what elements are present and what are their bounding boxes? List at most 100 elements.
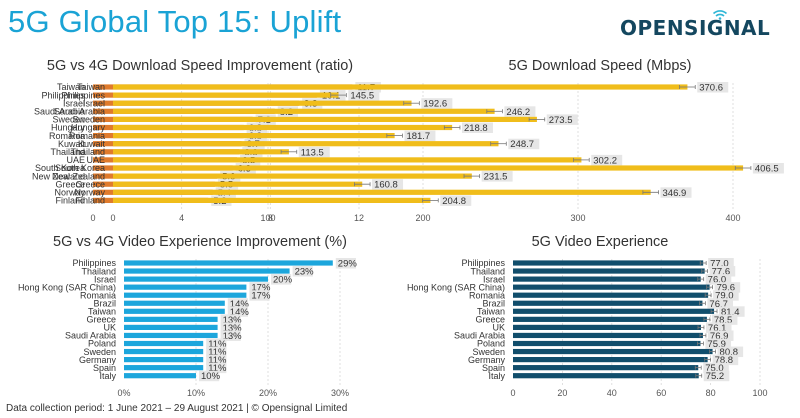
bar [124,373,196,379]
value-label-bg [404,130,436,142]
error-bar [386,133,403,138]
value-label: 76.0 [708,275,727,286]
signal-icon [712,10,728,20]
category-label: Israel [83,98,105,108]
category-label: Taiwan [77,82,105,92]
error-bar [354,182,371,187]
category-label: Italy [488,371,505,381]
bar [124,340,204,347]
category-label: New Zealand [32,171,85,181]
value-label-bg [707,298,734,309]
value-label: 13% [223,323,243,334]
category-label: UK [492,323,505,333]
category-label: Thailand [470,266,505,276]
error-bar [699,261,707,265]
value-label-bg [660,187,692,198]
value-label: 160.8 [374,180,398,191]
error-bar [699,333,707,338]
value-label: 79.6 [717,283,736,294]
bar [124,300,225,306]
bar [113,197,431,203]
value-label-bg [707,330,734,341]
bar [513,276,701,282]
value-label-bg [206,338,227,349]
bar [124,276,268,282]
bar [513,316,707,322]
value-label-bg [220,330,241,341]
value-label: 181.7 [406,131,430,142]
chart-video-improvement: 5G vs 4G Video Experience Improvement (%… [0,234,400,402]
x-tick-label: 20% [259,388,277,398]
bar [113,157,582,163]
value-label: 346.9 [663,188,687,199]
bar [124,324,218,330]
bar [513,292,709,298]
category-label: Israel [63,98,85,108]
x-tick-label: 12 [354,213,364,223]
error-bar [695,373,703,378]
value-label: 77.0 [710,259,729,270]
bar [513,340,701,347]
category-label: Philippines [41,90,85,100]
x-tick-label: 0 [90,213,95,223]
bar [113,149,289,155]
bar [124,308,225,314]
category-label: Sweden [72,115,105,125]
value-label-bg [292,266,313,277]
category-label: Greece [475,315,505,325]
bar [124,332,218,339]
error-bar [528,117,546,122]
bar [124,284,247,290]
bar [113,165,744,171]
value-label: 218.8 [464,123,488,134]
category-label: Taiwan [88,307,116,317]
error-bar [403,101,420,106]
value-label-bg [752,163,784,174]
error-bar [642,190,659,195]
bar [113,92,339,98]
category-label: Hungary [51,123,86,133]
category-label: Sweden [472,347,505,357]
bar [113,108,495,114]
error-bar [422,198,439,203]
value-label: 76.9 [710,331,729,342]
category-label: Philippines [72,258,116,268]
category-label: Spain [482,363,505,373]
value-label: 81.4 [721,307,740,318]
value-label-bg [298,146,330,158]
category-label: Brazil [93,298,116,308]
value-label-bg [372,179,404,190]
category-label: Taiwan [477,307,505,317]
value-label: 11% [208,355,227,366]
footer-note: Data collection period: 1 June 2021 – 29… [6,403,348,414]
chart-svg: 0 100 200 300 400 Taiwan 370.6 Philippines 145.5… [52,82,784,223]
value-label: 76.7 [709,299,728,310]
value-label: 248.7 [510,139,534,150]
error-bar [443,125,461,130]
category-label: Poland [88,339,116,349]
bar [513,300,703,306]
category-label: Israel [483,274,505,284]
x-tick-label: 40 [607,388,617,398]
value-label: 17% [251,283,271,294]
category-label: Kuwait [78,139,106,149]
value-label-bg [220,314,241,325]
x-tick-label: 20 [557,388,567,398]
value-label-bg [705,274,732,285]
value-label-bg [348,90,380,101]
bar [513,268,705,274]
bar [124,365,204,371]
value-label: 113.5 [301,147,324,158]
bar [124,357,204,363]
value-label-bg [206,354,227,366]
category-label: UAE [86,155,105,165]
bar [513,357,708,363]
category-label: Hong Kong (SAR China) [407,282,505,292]
error-bar [710,309,718,314]
category-label: Germany [79,355,117,365]
value-label: 246.2 [506,107,530,118]
category-label: Saudi Arabia [454,331,505,341]
category-label: UK [103,323,116,333]
error-bar [699,301,706,306]
value-label: 14% [230,299,250,310]
